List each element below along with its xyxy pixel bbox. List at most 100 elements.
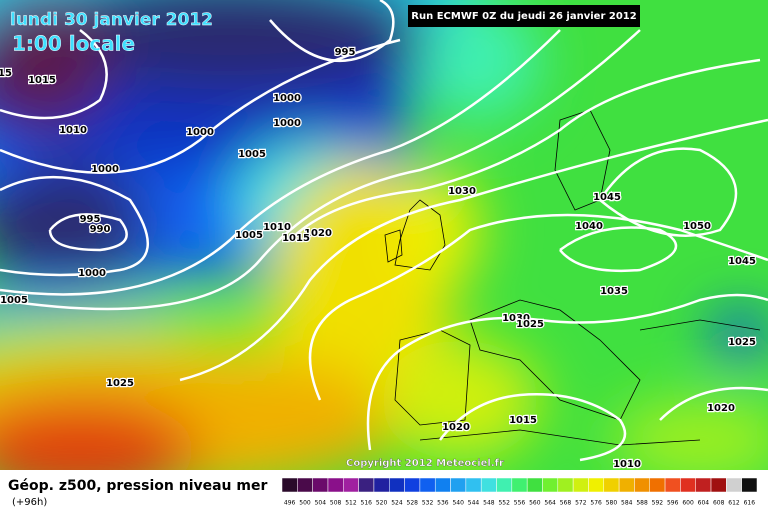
isobar-label: 1025: [106, 378, 134, 389]
isobar-label: 1020: [707, 403, 735, 414]
isobar-label: 1015: [509, 415, 537, 426]
date: lundi 30 janvier 2012: [10, 10, 213, 30]
run-info: Run ECMWF 0Z du jeudi 26 janvier 2012: [411, 11, 636, 22]
colorbar-cell: [526, 477, 543, 493]
colorbar-cell: [741, 477, 758, 493]
colorbar-cell: [404, 477, 421, 493]
colorbar-label: 596: [667, 500, 679, 507]
colorbar-cell: [434, 477, 451, 493]
colorbar-cell: [572, 477, 589, 493]
isobar-label: 1010: [59, 125, 87, 136]
colorbar-label: 584: [621, 500, 633, 507]
lead-time: (+96h): [12, 497, 47, 508]
colorbar-cell: [511, 477, 528, 493]
colorbar-label: 580: [606, 500, 618, 507]
colorbar-cell: [634, 477, 650, 493]
isobar-label: 1050: [683, 221, 711, 232]
colorbar-label: 560: [529, 500, 541, 507]
isobar-label: 1005: [0, 295, 28, 306]
isobar-label: 1000: [91, 164, 119, 175]
colorbar-cell: [358, 477, 375, 493]
colorbar-label: 548: [483, 500, 495, 507]
colorbar-label: 536: [437, 500, 449, 507]
run-box: [408, 5, 640, 27]
time: 1:00 locale: [12, 32, 135, 56]
isobar-label: 1025: [516, 319, 544, 330]
isobar-label: 1000: [186, 127, 214, 138]
isobar-label: 1015: [28, 75, 56, 86]
colorbar-cell: [327, 477, 344, 493]
colorbar-cell: [450, 477, 467, 493]
colorbar-label: 552: [498, 500, 510, 507]
isobar-label: 1045: [728, 256, 756, 267]
colorbar-label: 496: [284, 500, 296, 507]
isobar-label: 1030: [448, 186, 476, 197]
colorbar-cell: [557, 477, 574, 493]
isobar-label: 995: [335, 47, 356, 58]
colorbar-label: 604: [698, 500, 710, 507]
colorbar-cell: [373, 477, 390, 493]
colorbar-cell: [542, 477, 559, 493]
colorbar-cell: [419, 477, 436, 493]
colorbar-label: 524: [391, 500, 403, 507]
colorbar-cell: [312, 477, 329, 493]
colorbar-cell: [281, 477, 298, 493]
isobar-label: 1000: [273, 93, 301, 104]
colorbar-label: 540: [452, 500, 464, 507]
isobar-label: 1035: [600, 286, 628, 297]
isobar-label: 1045: [593, 192, 621, 203]
colorbar-label: 556: [514, 500, 526, 507]
colorbar-label: 528: [407, 500, 419, 507]
colorbar-label: 600: [682, 500, 694, 507]
colorbar-label: 516: [361, 500, 373, 507]
isobar-label: 1020: [304, 228, 332, 239]
isobar-label: 1025: [728, 337, 756, 348]
colorbar-cell: [480, 477, 497, 493]
colorbar-cell: [465, 477, 482, 493]
colorbar-label: 500: [299, 500, 311, 507]
footer-title: Géop. z500, pression niveau mer: [8, 478, 267, 494]
colorbar-cell: [343, 477, 359, 493]
isobar-label: 1020: [442, 422, 470, 433]
colorbar-label: 520: [376, 500, 388, 507]
colorbar-cell: [618, 477, 635, 493]
isobars: [0, 0, 768, 462]
isobar-label: 990: [90, 224, 111, 235]
isobar-label: 1000: [78, 268, 106, 279]
colorbar-label: 504: [315, 500, 327, 507]
colorbar-cell: [680, 477, 696, 493]
colorbar-cell: [695, 477, 712, 493]
colorbar-cell: [649, 477, 666, 493]
colorbar-cell: [389, 477, 405, 493]
colorbar-label: 588: [636, 500, 648, 507]
isobar-label: 1005: [235, 230, 263, 241]
field: [0, 0, 768, 470]
isobar-label: 15: [0, 68, 12, 79]
colorbar-cell: [297, 477, 313, 493]
colorbar-cell: [496, 477, 513, 493]
isobar-label: 1005: [238, 149, 266, 160]
isobar-label: 1000: [273, 118, 301, 129]
colorbar-label: 508: [330, 500, 342, 507]
isobar-label: 1010: [613, 459, 641, 470]
colorbar-label: 608: [713, 500, 725, 507]
isobar-label: 995: [80, 214, 101, 225]
colorbar: 496 500 504 508 512 516 520 524 528 532 536 540 544 5…: [281, 477, 758, 507]
colorbar-label: 564: [544, 500, 556, 507]
colorbar-label: 568: [560, 500, 572, 507]
colorbar-label: 512: [345, 500, 357, 507]
colorbar-label: 616: [744, 500, 756, 507]
colorbar-cell: [603, 477, 620, 493]
isobar-label: 1010: [263, 222, 291, 233]
colorbar-label: 544: [468, 500, 480, 507]
colorbar-label: 532: [422, 500, 434, 507]
colorbar-label: 612: [728, 500, 740, 507]
isobar-label: 1030: [502, 313, 530, 324]
colorbar-label: 592: [652, 500, 664, 507]
colorbar-cell: [664, 477, 681, 493]
colorbar-cell: [726, 477, 742, 493]
copyright: Copyright 2012 Meteociel.fr: [346, 458, 504, 469]
colorbar-cell: [710, 477, 727, 493]
